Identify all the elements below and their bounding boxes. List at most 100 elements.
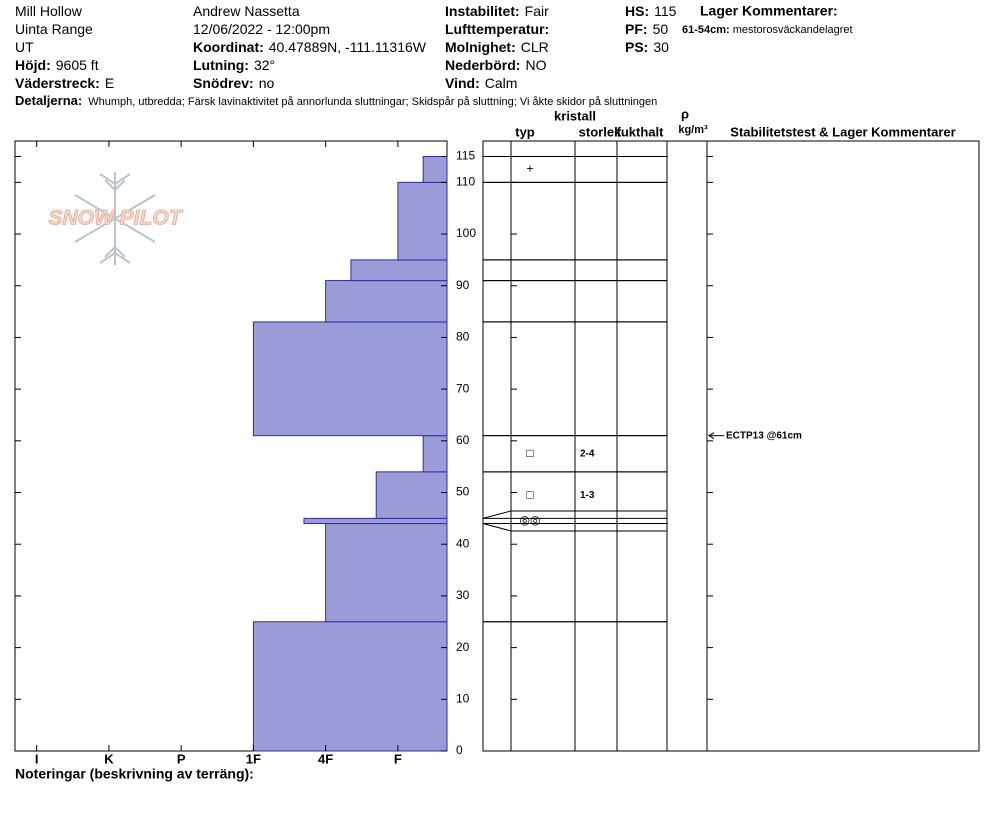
field-value: 115 <box>654 3 677 19</box>
field-label: Snödrev: <box>193 75 254 91</box>
header-field: Molnighet: CLR <box>445 39 549 55</box>
header-field: Lutning: 32° <box>193 57 275 73</box>
header-field: Höjd: 9605 ft <box>15 57 99 73</box>
details-label: Detaljerna: <box>15 93 82 108</box>
details-value: Whumph, utbredda; Färsk lavinaktivitet p… <box>88 96 657 108</box>
column-header: kg/m³ <box>678 124 708 136</box>
header-field: Koordinat: 40.47889N, -111.11316W <box>193 39 427 55</box>
layer-comments-title: Lager Kommentarer: <box>700 3 838 19</box>
y-tick-label: 0 <box>456 743 463 757</box>
column-header: fukthalt <box>617 124 665 139</box>
y-tick-label: 30 <box>456 588 470 602</box>
header-field: Andrew Nassetta <box>193 3 300 19</box>
grain-size: 1-3 <box>580 490 595 501</box>
grain-type: ◎◎ <box>520 513 541 527</box>
field-label: Nederbörd: <box>445 57 520 73</box>
y-tick-label: 110 <box>456 175 475 189</box>
y-tick-label: 10 <box>456 691 470 705</box>
field-value: E <box>105 75 114 91</box>
column-header: ρ <box>681 106 689 121</box>
header-field: Mill Hollow <box>15 3 83 19</box>
field-value: 32° <box>254 57 275 73</box>
x-tick-label: K <box>104 751 114 766</box>
field-label: Lutning: <box>193 57 249 73</box>
field-value: Uinta Range <box>15 21 93 37</box>
field-label: Lufttemperatur: <box>445 21 549 37</box>
field-value: Fair <box>525 3 549 19</box>
field-label: Vind: <box>445 75 480 91</box>
column-header: Stabilitetstest & Lager Kommentarer <box>730 124 955 139</box>
hardness-layer <box>252 621 448 752</box>
comment-label: 61-54cm: <box>682 24 730 36</box>
header-field: Instabilitet: Fair <box>445 3 549 19</box>
y-tick-label: 60 <box>456 433 470 447</box>
y-tick-label: 100 <box>456 226 476 240</box>
header-field: Nederbörd: NO <box>445 57 547 73</box>
field-value: NO <box>525 57 546 73</box>
header-field: 12/06/2022 - 12:00pm <box>193 21 330 37</box>
y-tick-label: 70 <box>456 381 470 395</box>
y-tick-label: 115 <box>456 149 475 163</box>
field-value: 30 <box>653 39 669 55</box>
field-value: 12/06/2022 - 12:00pm <box>193 21 330 37</box>
grain-size: 2-4 <box>580 448 595 459</box>
header-field: Väderstreck: E <box>15 75 114 91</box>
field-value: 9605 ft <box>56 57 99 73</box>
column-header: kristall <box>554 108 596 123</box>
column-header: storlek <box>579 124 622 139</box>
layer-comment: 61-54cm: mestorosväckandelagret <box>682 24 853 36</box>
grain-type: □ <box>526 446 533 460</box>
field-value: 50 <box>653 21 669 37</box>
field-value: UT <box>15 39 34 55</box>
hardness-layer <box>303 517 448 525</box>
header-field: PF: 50 <box>625 21 668 37</box>
logo-flake <box>74 172 156 265</box>
field-value: CLR <box>521 39 549 55</box>
field-value: 40.47889N, -111.11316W <box>269 39 427 55</box>
test-arrowhead <box>708 432 715 440</box>
header-field: Uinta Range <box>15 21 93 37</box>
field-label: PF: <box>625 21 648 37</box>
hardness-layer <box>252 321 448 437</box>
hardness-layer <box>422 156 448 183</box>
logo: SNOW PILOT <box>49 207 184 230</box>
comment-value: mestorosväckandelagret <box>733 24 853 36</box>
header-field: Lufttemperatur: <box>445 21 549 37</box>
header-field: Vind: Calm <box>445 75 517 91</box>
x-tick-label: I <box>35 751 39 766</box>
hardness-layer <box>325 523 448 623</box>
field-value: Andrew Nassetta <box>193 3 300 19</box>
grain-type: □ <box>526 487 533 501</box>
y-tick-label: 40 <box>456 536 470 550</box>
field-value: Mill Hollow <box>15 3 83 19</box>
y-tick-label: 90 <box>456 278 470 292</box>
x-tick-label: F <box>394 751 402 766</box>
hardness-layer <box>350 259 448 282</box>
y-tick-label: 80 <box>456 330 470 344</box>
layer-connector <box>482 523 512 532</box>
notes: Noteringar (beskrivning av terräng): <box>15 766 254 782</box>
hardness-layer <box>375 471 448 519</box>
field-label: Väderstreck: <box>15 75 100 91</box>
test-label: ECTP13 @61cm <box>726 430 802 441</box>
field-label: Instabilitet: <box>445 3 520 19</box>
field-value: Calm <box>485 75 518 91</box>
field-label: Molnighet: <box>445 39 516 55</box>
field-label: PS: <box>625 39 648 55</box>
field-label: HS: <box>625 3 649 19</box>
y-tick-label: 20 <box>456 640 470 654</box>
y-tick-label: 50 <box>456 485 470 499</box>
grain-type: + <box>526 162 533 176</box>
header-field: PS: 30 <box>625 39 669 55</box>
field-value: no <box>259 75 275 91</box>
header-field: Snödrev: no <box>193 75 274 91</box>
header-field: UT <box>15 39 34 55</box>
field-label: Höjd: <box>15 57 51 73</box>
details: Detaljerna: Whumph, utbredda; Färsk lavin… <box>15 93 657 108</box>
hardness-layer <box>325 280 448 323</box>
header-field: HS: 115 <box>625 3 677 19</box>
column-header: typ <box>515 124 535 139</box>
x-tick-label: 4F <box>318 751 333 766</box>
